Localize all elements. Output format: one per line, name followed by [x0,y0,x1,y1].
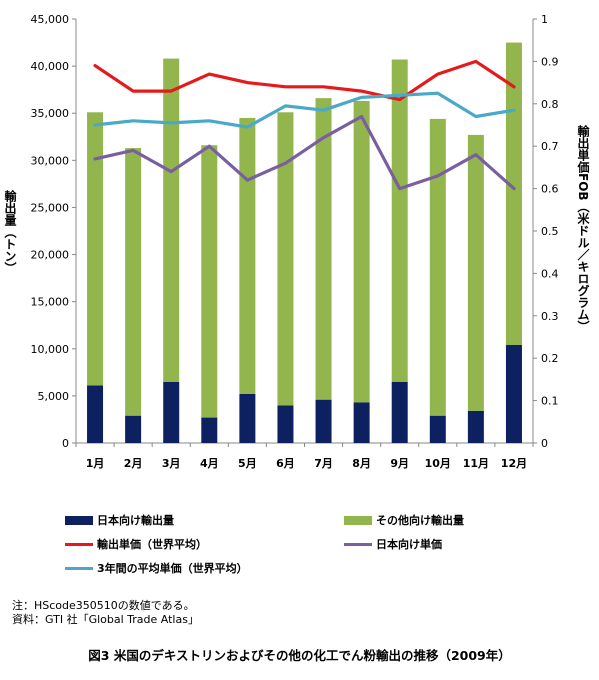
legend-japan-volume: 日本向け輸出量 [65,512,174,528]
bar-japan-volume [125,415,142,443]
bar-other-volume [87,112,104,386]
x-tick-label: 1月 [86,457,105,470]
x-tick-label: 9月 [390,457,409,470]
legend-avg3y-price: 3年間の平均単価（世界平均） [65,560,248,576]
right-tick-label: 0.5 [541,225,559,238]
x-tick-label: 12月 [501,457,527,470]
bar-other-volume [239,117,256,395]
bar-japan-volume [163,381,180,443]
bar-japan-volume [505,345,522,443]
right-tick-label: 0.8 [541,98,559,111]
x-tick-label: 4月 [200,457,219,470]
legend-world-price: 輸出単価（世界平均） [65,536,207,552]
line-japan-price [93,114,516,191]
right-tick-label: 0.1 [541,395,559,408]
right-tick-label: 0.3 [541,310,559,323]
x-tick-label: 2月 [124,457,143,470]
bar-japan-volume [467,410,484,443]
figure-caption: 図3 米国のデキストリンおよびその他の化工でん粉輸出の推移（2009年） [88,648,511,663]
line-avg3y-price [93,91,516,129]
bar-other-volume [505,42,522,346]
bar-japan-volume [429,415,446,443]
x-tick-label: 11月 [463,457,489,470]
x-tick-label: 8月 [352,457,371,470]
bar-other-volume [125,148,142,416]
left-tick-label: 20,000 [31,249,70,262]
left-tick-label: 0 [62,437,69,450]
x-tick-label: 5月 [238,457,257,470]
x-tick-label: 7月 [314,457,333,470]
legend-swatch-world-price [65,542,93,546]
bar-other-volume [467,134,484,411]
bar-japan-volume [277,405,294,443]
bar-other-volume [315,98,332,400]
bar-other-volume [163,58,180,382]
left-tick-label: 15,000 [31,296,70,309]
bar-other-volume [353,100,370,403]
legend: 日本向け輸出量 その他向け輸出量 輸出単価（世界平均） 日本向け単価 3年間の平… [60,508,580,584]
right-tick-label: 0.7 [541,140,559,153]
left-tick-label: 40,000 [31,60,70,73]
left-axis-label: 輸出量（トン） [3,189,17,274]
chart-area: 0 5,000 10,000 15,000 20,000 25,000 30,000 35,0… [3,13,590,470]
legend-label-japan-price: 日本向け単価 [376,538,442,551]
legend-swatch-other-volume [344,515,372,525]
right-tick-label: 1 [541,13,548,26]
notes: 注：HScode350510の数値である。 資料：GTI 社「Global Tr… [12,599,199,627]
bar-other-volume [201,145,218,418]
right-tick-label: 0.9 [541,55,559,68]
legend-swatch-avg3y-price [65,566,93,570]
right-tick-label: 0.6 [541,183,559,196]
right-tick-label: 0 [541,437,548,450]
bar-japan-volume [391,381,408,443]
legend-other-volume: その他向け輸出量 [344,512,464,528]
x-tick-label: 10月 [425,457,451,470]
left-tick-label: 5,000 [38,390,70,403]
right-axis-label: 輸出単価FOB（米ドル／キログラム） [576,124,590,333]
legend-label-world-price: 輸出単価（世界平均） [97,538,207,551]
left-tick-label: 30,000 [31,154,70,167]
legend-label-other-volume: その他向け輸出量 [376,514,464,527]
bar-other-volume [277,112,294,406]
left-tick-label: 25,000 [31,201,70,214]
note-line-1: 注：HScode350510の数値である。 [12,599,195,612]
x-tick-label: 6月 [276,457,295,470]
bar-japan-volume [87,385,104,443]
bar-japan-volume [315,399,332,443]
bar-japan-volume [353,402,370,443]
legend-japan-price: 日本向け単価 [344,536,442,552]
bar-japan-volume [239,394,256,443]
bar-other-volume [391,59,408,382]
bar-japan-volume [201,417,218,443]
line-world-price [93,59,516,102]
left-tick-label: 10,000 [31,343,70,356]
note-line-2: 資料：GTI 社「Global Trade Atlas」 [12,613,199,626]
left-tick-label: 35,000 [31,107,70,120]
right-tick-label: 0.2 [541,352,559,365]
legend-swatch-japan-price [344,542,372,546]
x-tick-label: 3月 [162,457,181,470]
legend-label-avg3y-price: 3年間の平均単価（世界平均） [97,562,248,575]
legend-swatch-japan-volume [65,515,93,525]
bar-other-volume [429,118,446,416]
legend-label-japan-volume: 日本向け輸出量 [97,514,174,527]
left-tick-label: 45,000 [31,13,70,26]
right-tick-label: 0.4 [541,267,559,280]
